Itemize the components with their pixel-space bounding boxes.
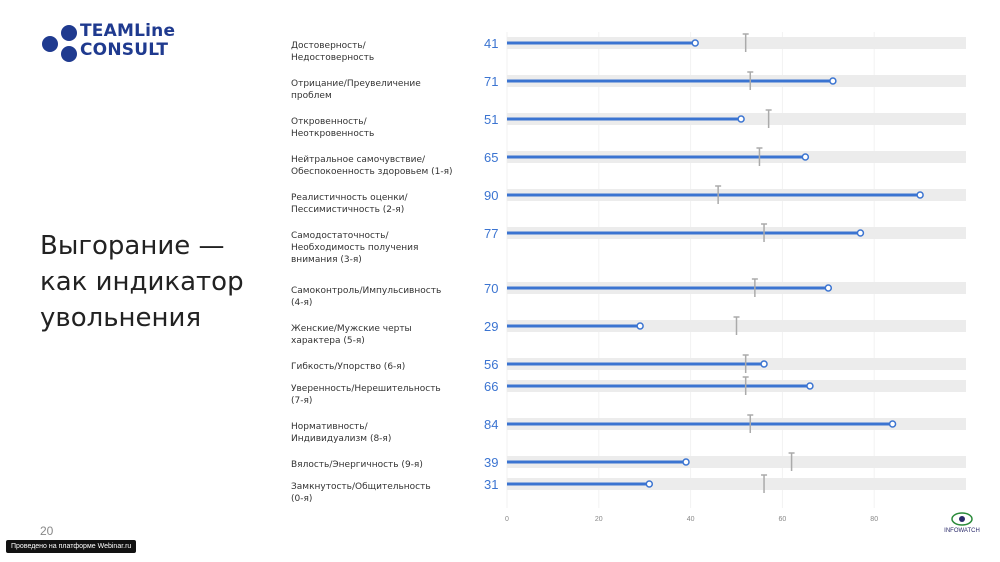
data-label: 71	[484, 74, 498, 89]
title-line-2: как индикатор	[40, 267, 244, 297]
tick-label: 20	[595, 516, 603, 523]
data-label: 39	[484, 455, 498, 470]
row-label: Пессимистичность (2-я)	[291, 205, 404, 215]
title-line-3: увольнения	[40, 303, 202, 333]
webinar-badge: Проведено на платформе Webinar.ru	[6, 540, 137, 553]
bar-end-point	[801, 153, 810, 161]
bar-end-point	[829, 77, 837, 85]
row-label: Недостоверность	[291, 53, 374, 63]
row-label: характера (5-я)	[291, 336, 365, 346]
data-label: 41	[484, 36, 498, 51]
row-label: Нейтральное самочувствие/	[291, 155, 426, 165]
tick-label: 60	[779, 516, 787, 523]
data-label: 56	[484, 357, 498, 372]
row-label: Вялость/Энергичность (9-я)	[291, 460, 423, 470]
bar-end-point	[636, 322, 644, 330]
bar-end-point	[682, 458, 690, 466]
data-label: 31	[484, 477, 498, 492]
logo-text: TEAMLine CONSULT	[80, 22, 175, 60]
row-label: проблем	[291, 91, 332, 101]
data-label: 77	[484, 226, 498, 241]
row-label: (7-я)	[291, 396, 312, 406]
data-label: 29	[484, 319, 498, 334]
row-label: Замкнутость/Общительность	[291, 482, 431, 492]
row-label: Реалистичность оценки/	[291, 193, 409, 203]
bar-track	[507, 37, 966, 49]
company-logo: TEAMLine CONSULT	[40, 22, 200, 64]
row-label: (0-я)	[291, 494, 312, 504]
page-number: 20	[40, 524, 54, 538]
infowatch-label: INFOWATCH	[944, 528, 980, 534]
tick-label: 0	[505, 516, 509, 523]
row-label: Необходимость получения	[291, 243, 418, 253]
tick-label: 80	[870, 516, 878, 523]
bar-end-point	[737, 115, 745, 123]
row-label: Обеспокоенность здоровьем (1-я)	[291, 167, 453, 177]
row-label: Нормативность/	[291, 422, 369, 432]
row-label: Неоткровенность	[291, 129, 374, 139]
bar-end-point	[645, 480, 654, 488]
row-label: Женские/Мужские черты	[291, 324, 412, 334]
row-label: Самодостаточность/	[291, 231, 389, 241]
bar-end-point	[760, 360, 768, 368]
row-label: Достоверность/	[291, 41, 367, 51]
row-label: Индивидуализм (8-я)	[291, 434, 391, 444]
data-label: 65	[484, 150, 498, 165]
data-label: 90	[484, 188, 498, 203]
row-label: внимания (3-я)	[291, 255, 362, 265]
row-label: (4-я)	[291, 298, 312, 308]
logo-circles-icon	[42, 25, 77, 62]
bar-track	[507, 478, 966, 490]
title-line-1: Выгорание —	[40, 231, 225, 261]
logo-line-2: CONSULT	[80, 40, 169, 60]
slide-title: Выгорание — как индикатор увольнения	[40, 228, 270, 336]
tick-label: 40	[687, 516, 695, 523]
bar-end-point	[691, 39, 699, 47]
bar-end-point	[888, 420, 897, 428]
bar-end-point	[856, 229, 865, 237]
data-label: 51	[484, 112, 498, 127]
row-label: Отрицание/Преувеличение	[291, 79, 421, 89]
eye-icon	[951, 512, 973, 526]
row-label: Гибкость/Упорство (6-я)	[291, 362, 405, 372]
row-label: Самоконтроль/Импульсивность	[291, 286, 441, 296]
bar-end-point	[824, 284, 833, 292]
row-label: Откровенность/	[291, 117, 368, 127]
bar-end-point	[916, 191, 924, 199]
data-label: 84	[484, 417, 498, 432]
bar-end-point	[806, 382, 814, 390]
data-label: 70	[484, 281, 498, 296]
row-label: Уверенность/Нерешительность	[291, 384, 441, 394]
data-label: 66	[484, 379, 498, 394]
infowatch-logo: INFOWATCH	[940, 512, 984, 534]
bar-track	[507, 456, 966, 468]
logo-line-1: TEAMLine	[80, 21, 176, 41]
